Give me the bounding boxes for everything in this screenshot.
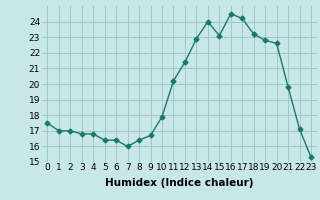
X-axis label: Humidex (Indice chaleur): Humidex (Indice chaleur) xyxy=(105,178,253,188)
